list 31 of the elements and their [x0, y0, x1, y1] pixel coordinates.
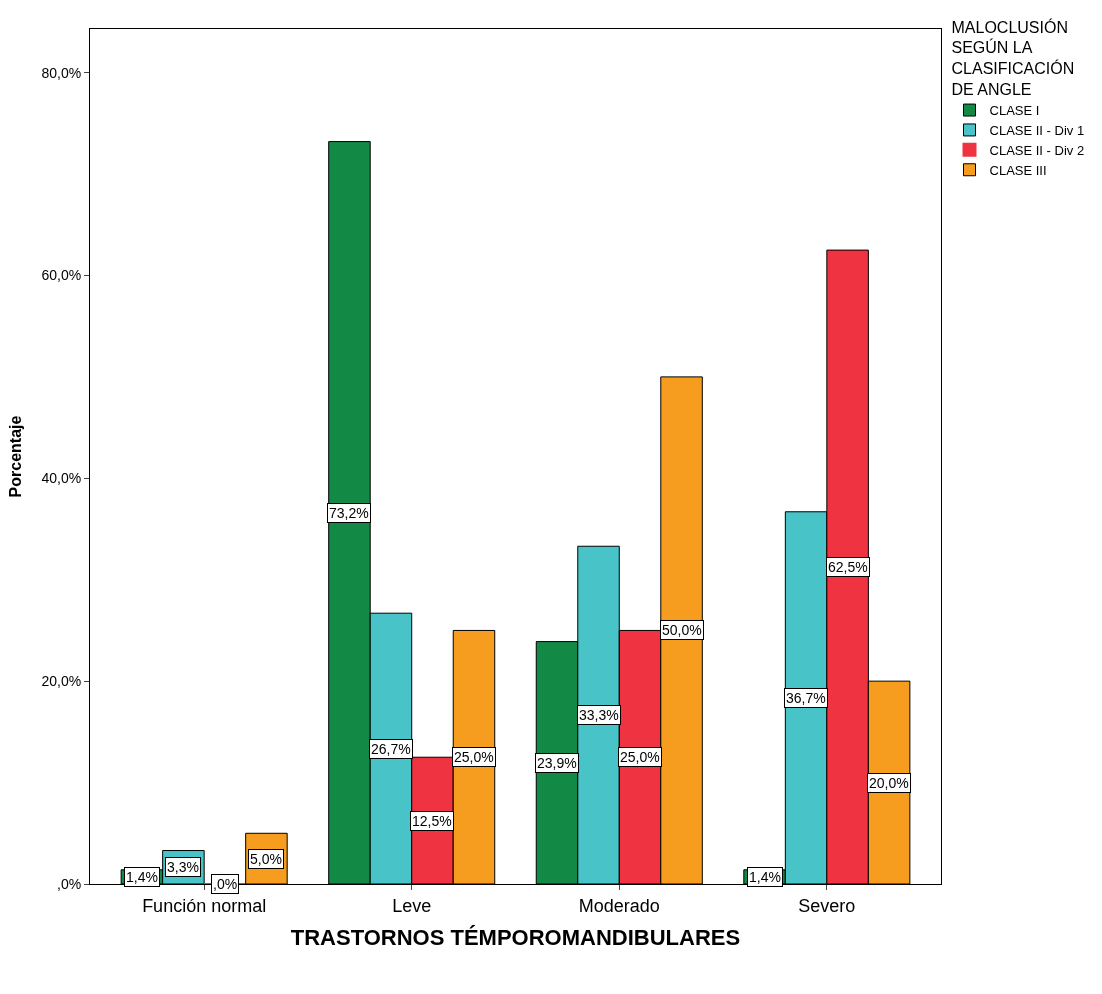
legend-label: CLASE II - Div 2	[989, 142, 1085, 158]
data-label: 3,3%	[167, 859, 199, 875]
data-label: 5,0%	[250, 851, 282, 867]
y-tick-label: 80,0%	[41, 64, 82, 81]
data-label: 20,0%	[869, 775, 909, 791]
data-label: 25,0%	[620, 749, 660, 765]
y-tick-label: 20,0%	[41, 673, 82, 690]
x-tick-label: Severo	[798, 895, 856, 916]
data-label: 1,4%	[126, 869, 158, 885]
legend-title: MALOCLUSIÓN SEGÚN LA CLASIFICACIÓN DE ANGLE	[951, 17, 1075, 99]
data-label: 26,7%	[371, 741, 411, 757]
data-label: 50,0%	[662, 622, 702, 638]
data-label: 73,2%	[329, 505, 369, 521]
y-axis-title: Porcentaje	[7, 415, 25, 498]
data-label: 62,5%	[828, 559, 868, 575]
y-tick-label: ,0%	[57, 875, 82, 892]
x-tick-label: Función normal	[142, 895, 267, 916]
legend-label: CLASE II - Div 1	[989, 123, 1085, 139]
y-tick-label: 40,0%	[41, 470, 82, 487]
data-label: 25,0%	[454, 749, 494, 765]
legend-label: CLASE III	[989, 162, 1047, 178]
x-tick-label: Leve	[392, 895, 432, 916]
x-axis-title: TRASTORNOS TÉMPOROMANDIBULARES	[290, 925, 741, 951]
data-label: 23,9%	[537, 755, 577, 771]
data-label: ,0%	[213, 876, 238, 892]
legend-label: CLASE I	[989, 103, 1040, 119]
y-tick-label: 60,0%	[41, 267, 82, 284]
data-label: 36,7%	[786, 690, 826, 706]
x-tick-label: Moderado	[578, 895, 660, 916]
data-label: 12,5%	[412, 813, 452, 829]
data-label: 33,3%	[579, 707, 619, 723]
